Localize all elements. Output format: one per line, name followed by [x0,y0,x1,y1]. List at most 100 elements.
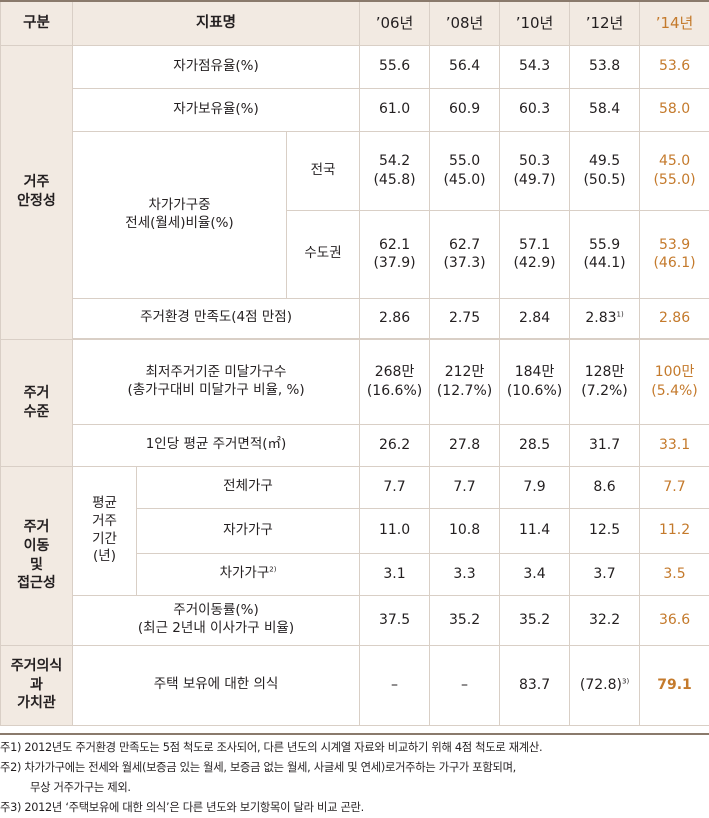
cell-value: 11.0 [360,508,430,553]
cell-value-latest: 11.2 [640,508,709,553]
header-indicator: 지표명 [73,1,360,45]
cell-value: 3.1 [360,553,430,595]
cell-value: – [430,645,500,725]
row-label: 주택 보유에 대한 의식 [73,645,360,725]
cell-value: 35.2 [500,595,570,645]
row-label: 차가가구2) [137,553,360,595]
cell-value: 49.5 (50.5) [570,131,640,210]
cell-value-latest: 2.86 [640,298,709,338]
cell-value: 2.75 [430,298,500,338]
cell-value: – [360,645,430,725]
row-label: 1인당 평균 주거면적(㎡) [73,424,360,466]
cell-value: 12.5 [570,508,640,553]
footnote-mark: 3) [622,677,629,685]
header-year: ’12년 [570,1,640,45]
cell-value: 27.8 [430,424,500,466]
table-row: 1인당 평균 주거면적(㎡) 26.2 27.8 28.5 31.7 33.1 [1,424,709,466]
cell-value: 62.1 (37.9) [360,210,430,298]
cell-value-latest: 36.6 [640,595,709,645]
table-row: 주거환경 만족도(4점 만점) 2.86 2.75 2.84 2.831) 2.… [1,298,709,338]
footnote-mark: 1) [617,310,624,318]
cell-value-latest: 53.9 (46.1) [640,210,709,298]
cell-value: 83.7 [500,645,570,725]
header-year: ’08년 [430,1,500,45]
table-row: 차가가구중 전세(월세)비율(%) 전국 54.2 (45.8) 55.0 (4… [1,131,709,210]
header-row: 구분 지표명 ’06년 ’08년 ’10년 ’12년 ’14년 [1,1,709,45]
group-awareness: 주거의식 과 가치관 [1,645,73,725]
cell-value: 2.831) [570,298,640,338]
cell-value: 2.86 [360,298,430,338]
cell-value: 8.6 [570,466,640,508]
row-label: 주거환경 만족도(4점 만점) [73,298,360,338]
cell-value: 55.6 [360,45,430,88]
cell-value-latest: 7.7 [640,466,709,508]
cell-value: 10.8 [430,508,500,553]
footnotes: 주1) 2012년도 주거환경 만족도는 5점 척도로 조사되어, 다른 년도의… [0,733,709,818]
table-row: 주거의식 과 가치관 주택 보유에 대한 의식 – – 83.7 (72.8)3… [1,645,709,725]
footnote-mark: 2) [269,566,276,574]
cell-value: 3.3 [430,553,500,595]
cell-value: 62.7 (37.3) [430,210,500,298]
cell-value: 54.3 [500,45,570,88]
table-row: 주거이동률(%) (최근 2년내 이사가구 비율) 37.5 35.2 35.2… [1,595,709,645]
header-year: ’10년 [500,1,570,45]
cell-value: 184만 (10.6%) [500,339,570,424]
cell-value: 128만 (7.2%) [570,339,640,424]
cell-value: 54.2 (45.8) [360,131,430,210]
cell-value: 2.84 [500,298,570,338]
cell-value: 7.9 [500,466,570,508]
row-label: 주거이동률(%) (최근 2년내 이사가구 비율) [73,595,360,645]
table-row: 주거 수준 최저주거기준 미달가구수 (총가구대비 미달가구 비율, %) 26… [1,339,709,424]
row-label: 최저주거기준 미달가구수 (총가구대비 미달가구 비율, %) [73,339,360,424]
cell-value: 26.2 [360,424,430,466]
group-level: 주거 수준 [1,339,73,466]
cell-value-latest: 79.1 [640,645,709,725]
cell-value-latest: 53.6 [640,45,709,88]
cell-value-latest: 45.0 (55.0) [640,131,709,210]
footnote-3: 주3) 2012년 ‘주택보유에 대한 의식’은 다른 년도와 보기항목이 달라… [0,798,709,818]
cell-value: 11.4 [500,508,570,553]
sub-label-capital: 수도권 [287,210,360,298]
cell-value: 53.8 [570,45,640,88]
cell-value: 37.5 [360,595,430,645]
cell-value: 3.4 [500,553,570,595]
cell-value: (72.8)3) [570,645,640,725]
cell-value: 7.7 [430,466,500,508]
cell-value: 50.3 (49.7) [500,131,570,210]
cell-value: 212만 (12.7%) [430,339,500,424]
cell-value: 60.9 [430,88,500,131]
cell-value-latest: 58.0 [640,88,709,131]
header-year: ’06년 [360,1,430,45]
sub-label-nation: 전국 [287,131,360,210]
footnote-1: 주1) 2012년도 주거환경 만족도는 5점 척도로 조사되어, 다른 년도의… [0,738,709,758]
cell-value: 55.0 (45.0) [430,131,500,210]
residence-period-label: 평균 거주 기간 (년) [73,466,137,595]
cell-value: 58.4 [570,88,640,131]
header-year-latest: ’14년 [640,1,709,45]
cell-value: 3.7 [570,553,640,595]
table-row: 주거 이동 및 접근성 평균 거주 기간 (년) 전체가구 7.7 7.7 7.… [1,466,709,508]
cell-value: 31.7 [570,424,640,466]
table-row: 거주 안정성 자가점유율(%) 55.6 56.4 54.3 53.8 53.6 [1,45,709,88]
row-label: 차가가구중 전세(월세)비율(%) [73,131,287,298]
footnote-2: 주2) 차가가구에는 전세와 월세(보증금 있는 월세, 보증금 없는 월세, … [0,758,709,778]
cell-value-latest: 33.1 [640,424,709,466]
table-row: 자가보유율(%) 61.0 60.9 60.3 58.4 58.0 [1,88,709,131]
cell-value: 61.0 [360,88,430,131]
cell-value-latest: 100만 (5.4%) [640,339,709,424]
cell-value: 55.9 (44.1) [570,210,640,298]
cell-value: 35.2 [430,595,500,645]
cell-value: 60.3 [500,88,570,131]
row-label: 자가가구 [137,508,360,553]
cell-value: 56.4 [430,45,500,88]
row-label: 자가보유율(%) [73,88,360,131]
group-stability: 거주 안정성 [1,45,73,339]
group-mobility: 주거 이동 및 접근성 [1,466,73,645]
cell-value: 28.5 [500,424,570,466]
footnote-2-cont: 무상 거주가구는 제외. [0,778,709,798]
header-category: 구분 [1,1,73,45]
cell-value: 32.2 [570,595,640,645]
cell-value-latest: 3.5 [640,553,709,595]
housing-indicator-table: 구분 지표명 ’06년 ’08년 ’10년 ’12년 ’14년 거주 안정성 자… [0,0,709,726]
